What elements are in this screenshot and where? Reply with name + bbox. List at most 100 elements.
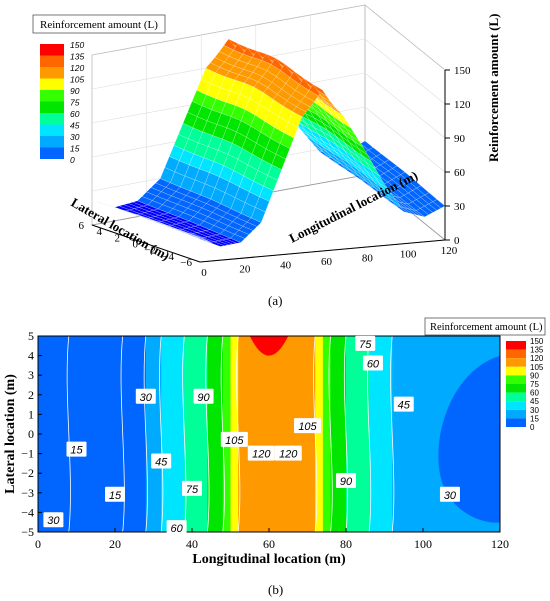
legend-label: 135 [530,346,544,355]
contour-band [423,336,426,532]
contour-band [91,336,95,532]
contour-band [145,336,149,532]
contour-band [78,336,81,532]
contour-band [136,336,139,532]
contour-band [86,336,89,532]
y-tick-label: 1 [28,407,34,421]
contour-band [432,336,436,532]
contour-label: 30 [140,392,153,404]
contour-peak [249,336,289,356]
legend-swatch [40,147,64,159]
contour-band [305,336,308,532]
surface-plot [91,38,446,247]
contour-band [359,336,362,532]
contour-band [45,336,49,532]
contour-band [251,336,255,532]
contour-label: 30 [444,490,457,502]
legend-label: 105 [70,75,84,85]
contour-band [324,336,328,532]
contour-band [105,336,108,532]
y-tick-label: −6 [180,257,192,269]
contour-band [426,336,430,532]
legend-label: 75 [530,380,539,389]
contour-label: 120 [252,449,271,461]
contour-label-bg [166,520,187,536]
contour-band [249,336,253,532]
y-tick-label: 2 [28,388,34,402]
legend-swatch [40,136,64,148]
legend-label: 30 [530,406,539,415]
contour-band [180,336,183,532]
contour-band [342,336,345,532]
x-tick-label: 60 [321,256,333,268]
contour-band [270,336,274,532]
contour-band [76,336,79,532]
contour-band [95,336,99,532]
contour-band [288,336,291,532]
contour-band [263,336,266,532]
contour-band [155,336,158,532]
contour-band [326,336,330,532]
contour-line [343,336,349,532]
contour-band [122,336,126,532]
legend-label: 135 [70,52,84,62]
contour-line [143,336,148,532]
contour-band [417,336,420,532]
contour-ylabel: Lateral location (m) [3,374,18,494]
contour-line [159,336,164,532]
contour-band [147,336,151,532]
contour-band [68,336,72,532]
contour-band [174,336,178,532]
contour-band [203,336,206,532]
legend-label: 45 [530,397,539,406]
contour-label: 60 [170,523,183,535]
contour-band [280,336,283,532]
legend-b-title: Reinforcement amount (L) [430,322,543,333]
legend-label: 90 [530,371,539,380]
legend-label: 75 [70,98,80,108]
lateral-axis-line [91,224,201,263]
legend-label: 105 [530,363,544,372]
legend-label: 120 [70,63,84,73]
contour-label-bg [393,396,414,412]
contour-band [213,336,216,532]
contour-band [353,336,357,532]
legend-swatch [506,418,526,427]
contour-band [397,336,401,532]
contour-band [141,336,145,532]
contour-band [392,336,395,532]
contour-band [284,336,287,532]
contour-band [303,336,307,532]
contour-band [413,336,416,532]
contour-band [336,336,339,532]
contour-label-bg [135,388,156,404]
contour-line [390,336,395,532]
contour-band [319,336,322,532]
contour-band [149,336,153,532]
x-tick-label: 120 [441,245,458,257]
contour-band [257,336,260,532]
contour-band [188,336,191,532]
contour-label: 45 [398,400,411,412]
legend-swatch [506,384,526,393]
contour-band [116,336,120,532]
contour-band [66,336,70,532]
contour-band [201,336,205,532]
y-tick-label: 3 [28,368,34,382]
contour-band [396,336,399,532]
contour-band [344,336,347,532]
contour-band [261,336,264,532]
contour-band [286,336,289,532]
contour-label-bg [43,512,64,528]
contour-band [388,336,391,532]
contour-band [259,336,262,532]
contour-band [367,336,370,532]
x-tick-label: 80 [340,537,352,551]
contour-label: 120 [279,449,298,461]
contour-label-bg [66,441,87,457]
contour-band [428,336,432,532]
contour-band [390,336,393,532]
contour-band [384,336,387,532]
contour-band [118,336,122,532]
caption-b: (b) [268,582,283,597]
